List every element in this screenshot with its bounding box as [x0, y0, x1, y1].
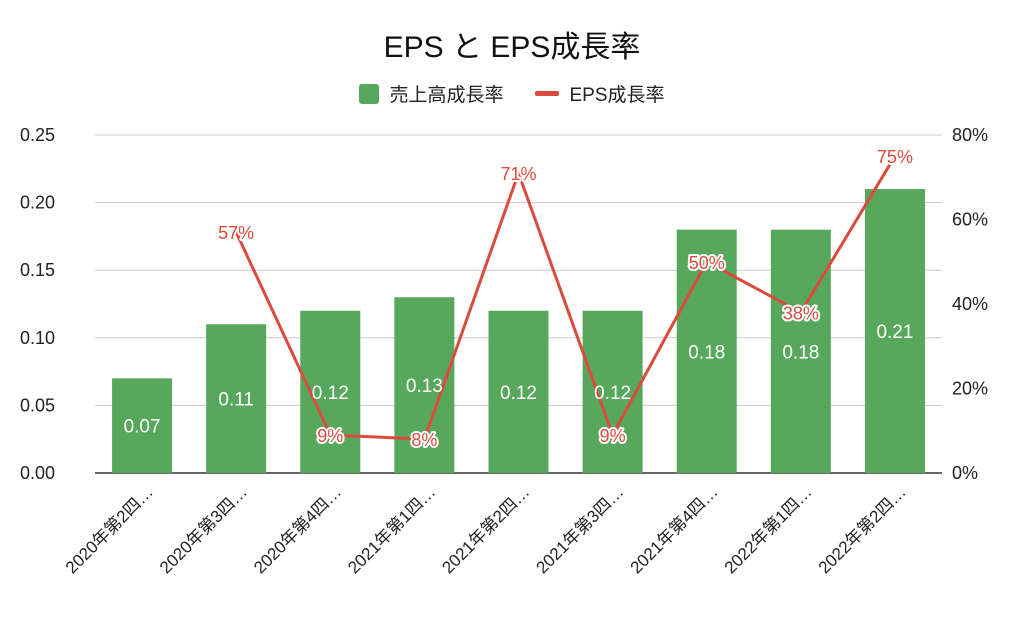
chart-title: EPS と EPS成長率	[383, 31, 641, 64]
left-axis-tick-label: 0.25	[20, 125, 55, 145]
right-axis-tick-label: 60%	[952, 210, 988, 230]
right-axis-tick-label: 80%	[952, 125, 988, 145]
bar-value-label: 0.11	[218, 390, 254, 411]
x-axis-category-label: 2022年第2四…	[815, 482, 910, 577]
bar-value-label: 0.12	[500, 383, 537, 404]
legend-item-line[interactable]: EPS成長率	[535, 80, 665, 107]
left-axis-tick-label: 0.20	[20, 193, 55, 213]
line-value-label: 50%	[689, 253, 725, 273]
left-axis-tick-label: 0.00	[20, 463, 55, 483]
bar-value-label: 0.21	[876, 322, 913, 343]
x-axis-category-label: 2021年第2四…	[438, 482, 533, 577]
left-axis-tick-label: 0.10	[20, 328, 55, 348]
right-axis-tick-label: 20%	[952, 379, 988, 399]
bar	[112, 378, 173, 473]
x-axis-category-label: 2021年第3四…	[532, 482, 627, 577]
bar	[676, 229, 737, 473]
line-value-label: 75%	[877, 147, 913, 167]
right-axis-tick-label: 40%	[952, 294, 988, 314]
left-axis-tick-label: 0.15	[20, 260, 55, 280]
left-axis-tick-label: 0.05	[20, 395, 55, 415]
bar-value-label: 0.18	[688, 342, 725, 363]
x-axis-category-label: 2021年第4四…	[627, 482, 722, 577]
line-value-label: 8%	[411, 430, 437, 450]
eps-growth-line	[234, 155, 897, 441]
line-value-label: 38%	[783, 303, 819, 323]
legend-bar-swatch	[359, 83, 380, 104]
line-value-label: 9%	[317, 426, 343, 446]
bar-value-label: 0.18	[782, 342, 819, 363]
bar-value-label: 0.12	[312, 383, 349, 404]
bar-value-label: 0.07	[124, 417, 161, 438]
x-axis-category-label: 2020年第2四…	[62, 482, 157, 577]
x-axis-category-label: 2020年第4四…	[250, 482, 345, 577]
legend-bar-label: 売上高成長率	[389, 85, 504, 106]
bar	[488, 310, 549, 473]
legend: 売上高成長率 EPS成長率	[0, 80, 1024, 107]
line-value-label: 71%	[500, 164, 536, 184]
x-axis-category-label: 2021年第1四…	[344, 482, 439, 577]
legend-item-bar[interactable]: 売上高成長率	[359, 80, 503, 107]
right-axis-tick-label: 0%	[952, 463, 978, 483]
legend-line-label: EPS成長率	[569, 85, 665, 106]
line-value-label: 9%	[600, 426, 626, 446]
bar-value-label: 0.13	[406, 376, 443, 397]
legend-line-swatch	[535, 91, 560, 96]
x-axis-category-label: 2022年第1四…	[721, 482, 816, 577]
bar	[582, 310, 643, 473]
bar-value-label: 0.12	[594, 383, 631, 404]
bar	[770, 229, 831, 473]
bar	[206, 324, 267, 473]
line-value-label: 57%	[218, 223, 254, 243]
bar	[864, 189, 925, 473]
x-axis-category-label: 2020年第3四…	[156, 482, 251, 577]
